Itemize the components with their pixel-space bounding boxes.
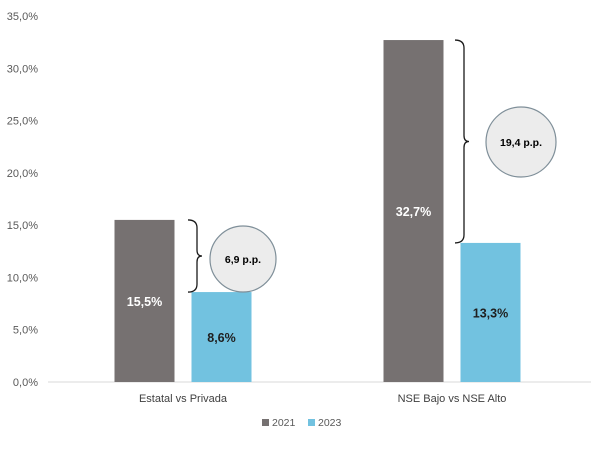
legend-swatch-2023 bbox=[308, 419, 315, 426]
y-tick-label: 10,0% bbox=[7, 272, 38, 284]
bar-2023-0 bbox=[191, 292, 252, 382]
bar-data-label: 8,6% bbox=[207, 331, 236, 345]
y-tick-label: 15,0% bbox=[7, 220, 38, 232]
y-tick-label: 25,0% bbox=[7, 116, 38, 128]
difference-brace bbox=[187, 219, 203, 293]
legend-label: 2021 bbox=[272, 417, 296, 429]
legend-swatch-2021 bbox=[262, 419, 269, 426]
bar-2021-0 bbox=[114, 219, 175, 382]
y-tick-label: 5,0% bbox=[13, 325, 38, 337]
bar-data-label: 32,7% bbox=[396, 205, 431, 219]
legend-label: 2023 bbox=[318, 417, 342, 429]
y-tick-label: 35,0% bbox=[7, 11, 38, 23]
difference-brace bbox=[454, 39, 470, 244]
bar-data-label: 15,5% bbox=[127, 295, 162, 309]
difference-circle bbox=[209, 225, 277, 293]
y-tick-label: 30,0% bbox=[7, 63, 38, 75]
difference-circle bbox=[485, 106, 557, 178]
x-tick-label: NSE Bajo vs NSE Alto bbox=[398, 393, 507, 405]
y-tick-label: 20,0% bbox=[7, 168, 38, 180]
y-tick-label: 0,0% bbox=[13, 377, 38, 389]
difference-label: 19,4 p.p. bbox=[500, 137, 542, 149]
bar-2021-1 bbox=[383, 40, 444, 383]
difference-label: 6,9 p.p. bbox=[225, 254, 261, 266]
bar-2023-1 bbox=[460, 242, 521, 382]
bar-data-label: 13,3% bbox=[473, 306, 508, 320]
x-tick-label: Estatal vs Privada bbox=[139, 393, 228, 405]
